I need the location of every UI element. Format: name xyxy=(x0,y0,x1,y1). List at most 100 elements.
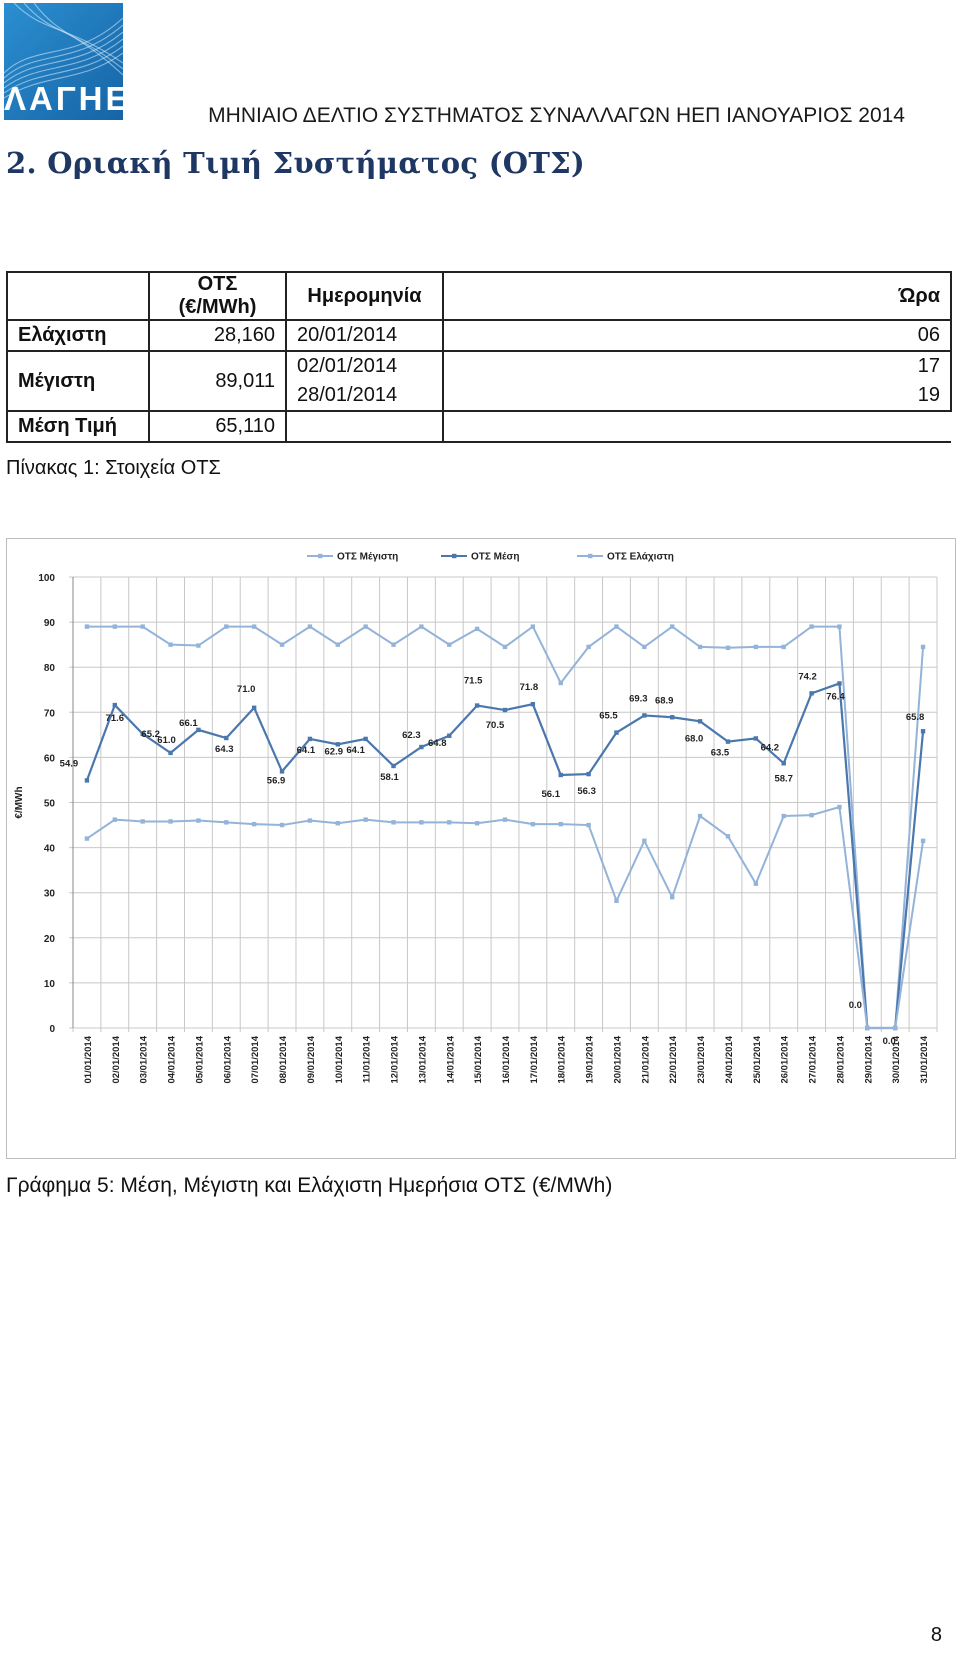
y-tick-label: 0 xyxy=(49,1024,55,1035)
y-tick-label: 10 xyxy=(44,979,56,990)
data-label: 65.8 xyxy=(906,712,925,723)
legend-marker xyxy=(452,553,457,559)
data-label: 63.5 xyxy=(711,748,730,759)
logo-text: ΛΑΓΗΕ xyxy=(4,80,123,117)
data-point xyxy=(614,624,619,629)
data-point xyxy=(84,624,90,629)
data-point xyxy=(251,705,257,710)
data-point xyxy=(558,680,563,686)
data-point xyxy=(530,624,536,629)
data-point xyxy=(502,817,508,822)
data-point xyxy=(168,642,173,647)
data-label: 62.3 xyxy=(402,730,421,741)
data-point xyxy=(642,644,647,650)
header-ots-line2: (€/MWh) xyxy=(178,296,257,318)
data-point xyxy=(781,813,786,819)
row-date: 28/01/2014 xyxy=(297,384,398,406)
page-number: 8 xyxy=(930,1624,942,1646)
data-label: 56.1 xyxy=(541,789,560,800)
header-ots-line1: ΟΤΣ xyxy=(197,273,238,295)
data-point xyxy=(809,691,814,696)
data-point xyxy=(670,895,675,900)
x-tick-label: 14/01/2014 xyxy=(445,1035,456,1083)
header-date: Ημερομηνία xyxy=(285,271,444,321)
data-label: 56.9 xyxy=(267,775,286,786)
data-label: 64.1 xyxy=(346,745,365,756)
ots-stats-table: ΟΤΣ (€/MWh) Ημερομηνία Ώρα Ελάχιστη 28,1… xyxy=(6,271,952,443)
data-label: 0.0 xyxy=(849,1000,862,1011)
data-point xyxy=(530,821,536,827)
data-point xyxy=(419,744,424,750)
data-point xyxy=(307,624,313,629)
data-point xyxy=(224,820,229,825)
row-value: 28,160 xyxy=(148,319,287,352)
data-point xyxy=(837,624,842,629)
data-label: 71.5 xyxy=(464,676,483,687)
x-tick-label: 20/01/2014 xyxy=(612,1035,623,1083)
data-label: 65.2 xyxy=(141,729,160,740)
legend-label: ΟΤΣ Μέση xyxy=(471,552,519,563)
data-point xyxy=(697,644,703,650)
data-point xyxy=(335,742,340,747)
row-label: Μέγιστη xyxy=(6,350,150,412)
y-tick-label: 100 xyxy=(38,573,55,584)
data-label: 64.2 xyxy=(761,742,780,753)
data-point xyxy=(558,772,563,778)
data-point xyxy=(196,818,201,823)
table-row: Ελάχιστη 28,160 20/01/2014 06 xyxy=(6,319,952,352)
data-point xyxy=(837,804,842,810)
company-logo: ΛΑΓΗΕ xyxy=(4,3,123,120)
data-point xyxy=(920,838,926,844)
data-point xyxy=(642,713,647,718)
data-point xyxy=(391,820,396,825)
data-point xyxy=(697,813,703,819)
x-tick-label: 09/01/2014 xyxy=(306,1035,317,1083)
data-point xyxy=(140,731,145,737)
data-point xyxy=(391,642,396,647)
data-label: 65.5 xyxy=(599,711,618,722)
data-point xyxy=(112,624,118,629)
x-tick-label: 01/01/2014 xyxy=(83,1035,94,1083)
row-date: 02/01/2014 xyxy=(297,355,398,377)
y-tick-label: 30 xyxy=(44,889,56,900)
row-hour-empty xyxy=(442,410,951,443)
table-row: Μέση Τιμή 65,110 xyxy=(6,410,951,443)
x-tick-label: 25/01/2014 xyxy=(752,1035,763,1083)
x-tick-label: 02/01/2014 xyxy=(111,1035,122,1083)
header-empty-cell xyxy=(6,271,150,321)
x-tick-label: 18/01/2014 xyxy=(557,1035,568,1083)
row-dates: 02/01/2014 28/01/2014 xyxy=(285,350,444,412)
data-label: 70.5 xyxy=(486,720,505,731)
data-point xyxy=(725,834,731,839)
data-point xyxy=(474,626,480,632)
data-label: 68.0 xyxy=(685,733,704,744)
x-tick-label: 23/01/2014 xyxy=(696,1035,707,1083)
data-point xyxy=(279,822,285,828)
data-point xyxy=(920,644,926,650)
data-point xyxy=(892,1025,898,1031)
data-point xyxy=(586,644,591,650)
data-label: 54.9 xyxy=(60,758,79,769)
y-tick-label: 40 xyxy=(44,844,56,855)
data-point xyxy=(279,769,285,774)
legend-label: ΟΤΣ Ελάχιστη xyxy=(607,552,674,563)
data-point xyxy=(502,707,508,713)
x-tick-label: 30/01/2014 xyxy=(891,1035,902,1083)
data-point xyxy=(447,733,452,738)
row-hours: 17 19 xyxy=(442,350,952,412)
data-label: 56.3 xyxy=(577,786,596,797)
table-row: Μέγιστη 89,011 02/01/2014 28/01/2014 17 … xyxy=(6,350,952,412)
data-point xyxy=(753,644,759,650)
data-point xyxy=(419,624,424,629)
data-point xyxy=(697,719,703,724)
row-hour: 06 xyxy=(442,319,952,352)
data-label: 58.1 xyxy=(380,772,399,783)
section-title: 2. Οριακή Τιμή Συστήματος (ΟΤΣ) xyxy=(6,146,586,180)
data-point xyxy=(251,624,257,629)
data-label: 62.9 xyxy=(325,746,344,757)
data-point xyxy=(865,1025,870,1031)
x-tick-label: 08/01/2014 xyxy=(278,1035,289,1083)
x-tick-label: 05/01/2014 xyxy=(194,1035,205,1083)
data-point xyxy=(168,750,173,756)
logo-wave-graphic xyxy=(4,3,123,120)
